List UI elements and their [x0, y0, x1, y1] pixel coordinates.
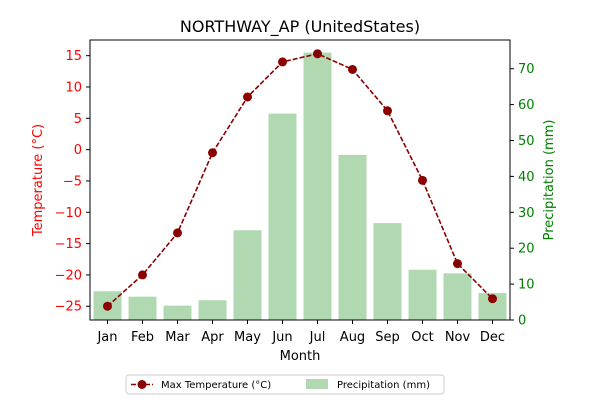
x-tick-label: Dec	[480, 330, 505, 345]
precipitation-bar	[303, 52, 332, 321]
x-axis-label: Month	[280, 349, 321, 364]
y-right-tick-label: 70	[518, 62, 535, 77]
x-tick-label: May	[234, 330, 261, 345]
y-left-tick-label: 5	[74, 112, 82, 127]
precipitation-bar	[408, 269, 437, 320]
x-tick-label: Mar	[165, 330, 190, 345]
y-axis-right-label: Precipitation (mm)	[542, 120, 557, 241]
x-tick-label: Nov	[445, 330, 471, 345]
x-tick-label: Feb	[131, 330, 154, 345]
temperature-point	[453, 259, 462, 269]
precipitation-bars	[93, 52, 507, 321]
y-left-tick-label: −20	[55, 268, 82, 283]
y-left-tick-label: −25	[55, 300, 82, 315]
precipitation-bar	[443, 273, 472, 320]
y-left-tick-label: 10	[65, 80, 82, 95]
x-tick-label: Jun	[271, 330, 292, 345]
y-right-tick-label: 40	[518, 170, 535, 185]
precipitation-bar	[163, 305, 192, 320]
y-axis-left-label: Temperature (°C)	[31, 124, 46, 237]
y-right-tick-label: 30	[518, 206, 535, 221]
temperature-line-path	[106, 52, 494, 307]
legend-label-temperature: Max Temperature (°C)	[161, 380, 271, 391]
temperature-line	[103, 49, 497, 311]
y-right-tick-label: 60	[518, 98, 535, 113]
y-left-tick-label: 0	[74, 143, 82, 158]
x-tick-label: Apr	[201, 330, 224, 345]
axes: Jan Feb Mar Apr May Jun Jul Aug Sep Oct Nov Dec −25 −…	[55, 39, 535, 345]
legend: Max Temperature (°C) Precipitation (mm)	[125, 374, 445, 395]
y-left-tick-label: −5	[63, 174, 82, 189]
legend-bar-swatch	[306, 379, 328, 389]
chart-title: NORTHWAY_AP (UnitedStates)	[180, 17, 420, 37]
precipitation-bar	[338, 154, 367, 320]
temperature-point	[208, 148, 217, 158]
y-right-tick-label: 10	[518, 278, 535, 293]
temperature-point	[243, 92, 252, 102]
temperature-point	[418, 175, 427, 185]
precipitation-bar	[128, 296, 157, 320]
x-tick-label: Sep	[375, 330, 400, 345]
plot-frame	[89, 39, 511, 321]
y-right-tick-label: 20	[518, 242, 535, 257]
precipitation-bar	[233, 230, 262, 320]
temperature-point	[103, 301, 112, 311]
precipitation-bar	[198, 300, 227, 320]
temperature-point	[348, 64, 357, 74]
y-right-tick-label: 0	[518, 314, 526, 329]
x-tick-label: Oct	[411, 330, 433, 345]
y-left-tick-label: 15	[65, 49, 82, 64]
legend-label-precipitation: Precipitation (mm)	[337, 380, 430, 391]
legend-line-dot	[137, 380, 147, 389]
temperature-point	[138, 270, 147, 280]
y-right-tick-label: 50	[518, 134, 535, 149]
y-left-tick-label: −15	[55, 237, 82, 252]
legend-frame	[125, 374, 445, 395]
temperature-point	[383, 106, 392, 116]
y-left-tick-label: −10	[55, 206, 82, 221]
x-tick-label: Aug	[340, 330, 365, 345]
precipitation-bar	[268, 113, 297, 320]
precipitation-bar	[373, 223, 402, 320]
x-tick-label: Jul	[309, 330, 326, 345]
x-tick-label: Jan	[96, 330, 117, 345]
temperature-point	[488, 294, 497, 304]
temperature-point	[313, 49, 322, 59]
temperature-point	[173, 228, 182, 238]
temperature-point	[278, 57, 287, 67]
